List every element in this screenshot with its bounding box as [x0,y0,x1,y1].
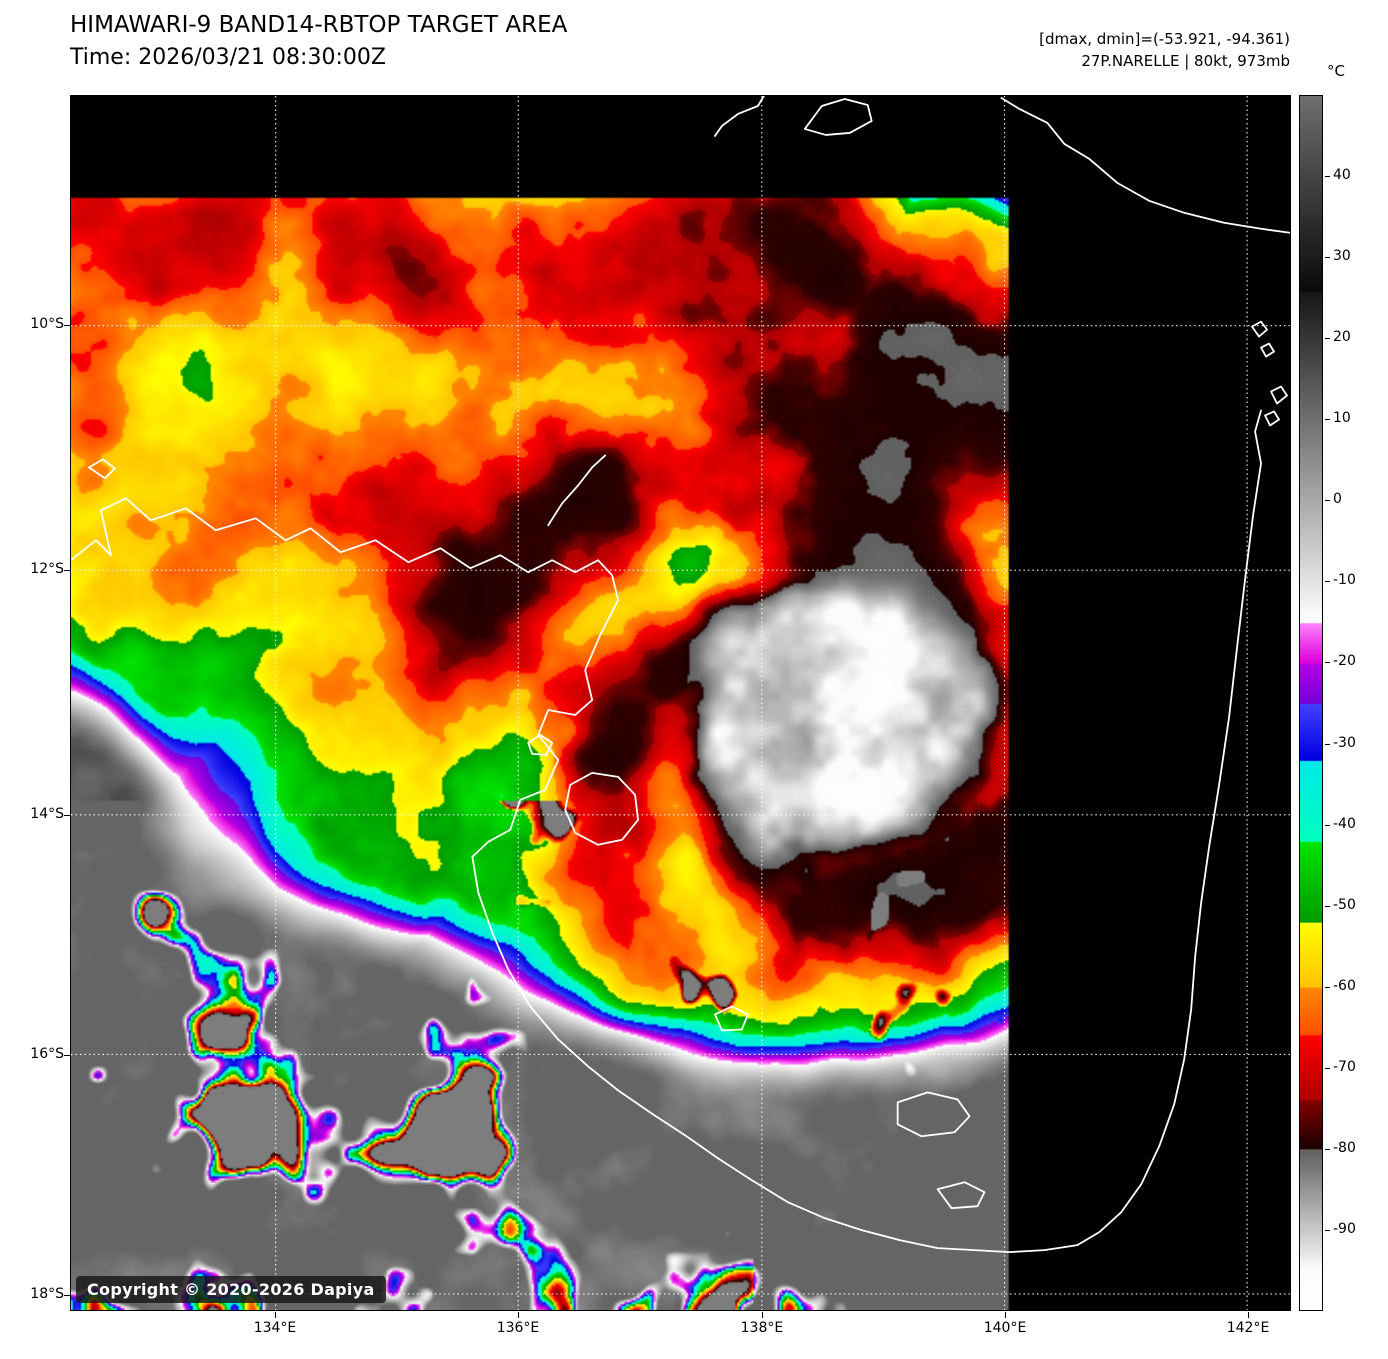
coastline [803,98,873,136]
colorbar-tick-mark [1325,986,1330,988]
timestamp-label: Time: 2026/03/21 08:30:00Z [70,45,386,70]
lat-axis-tick [64,814,70,816]
colorbar-tick-label: 40 [1333,167,1351,184]
lat-axis-tick [64,1294,70,1296]
lon-tick-label: 134°E [253,1320,297,1336]
storm-info-readout: 27P.NARELLE | 80kt, 973mb [1081,52,1290,70]
lon-tick-label: 142°E [1226,1320,1270,1336]
lat-axis-tick [64,569,70,571]
colorbar-tick-label: -20 [1333,653,1356,670]
colorbar-tick-mark [1325,257,1330,259]
colorbar-gradient-canvas [1300,96,1322,1310]
copyright-badge: Copyright © 2020-2026 Dapiya [76,1276,386,1303]
lon-axis-tick [1005,1312,1007,1318]
coastline [71,409,1262,1253]
colorbar-tick-label: 0 [1333,491,1342,508]
colorbar-tick-label: -60 [1333,977,1356,994]
coastline [564,771,639,846]
coastline [1251,320,1268,338]
coastline [714,1005,749,1032]
satellite-map-panel: Copyright © 2020-2026 Dapiya [70,95,1291,1311]
colorbar-tick-mark [1325,743,1330,745]
colorbar-tick-label: 10 [1333,410,1351,427]
colorbar-tick-label: 30 [1333,248,1351,265]
colorbar-tick-mark [1325,581,1330,583]
coastline [1270,385,1288,405]
lon-axis-tick [517,1312,519,1318]
lat-tick-label: 18°S [30,1285,64,1302]
coastline [896,1091,971,1138]
colorbar-tick-label: -50 [1333,896,1356,913]
colorbar-tick-label: 20 [1333,329,1351,346]
map-overlay-grid-coastlines [71,96,1290,1310]
coastline [527,734,554,756]
header-readouts: [dmax, dmin]=(-53.921, -94.361) 27P.NARE… [1039,28,1290,72]
lon-axis-tick [761,1312,763,1318]
coastline [1264,410,1280,427]
colorbar-tick-label: -70 [1333,1058,1356,1075]
colorbar-tick-mark [1325,662,1330,664]
colorbar-tick-label: -80 [1333,1139,1356,1156]
colorbar [1299,95,1323,1311]
satellite-imagery-canvas [71,96,1290,1310]
lon-tick-label: 136°E [496,1320,540,1336]
colorbar-tick-mark [1325,1229,1330,1231]
lat-tick-label: 16°S [30,1046,64,1063]
colorbar-tick-label: -30 [1333,734,1356,751]
lon-axis-tick [1248,1312,1250,1318]
colorbar-tick-mark [1325,824,1330,826]
colorbar-tick-mark [1325,338,1330,340]
coastline [1260,342,1275,358]
lon-axis-tick [275,1312,276,1318]
lon-tick-label: 140°E [983,1320,1027,1336]
colorbar-tick-mark [1325,1067,1330,1069]
coastline [936,1181,986,1210]
coastline [547,454,607,527]
lat-axis-tick [64,325,70,327]
colorbar-tick-label: -40 [1333,815,1356,832]
page-title: HIMAWARI-9 BAND14-RBTOP TARGET AREA [70,12,568,38]
coastline [88,458,116,480]
lon-tick-label: 138°E [740,1320,784,1336]
colorbar-unit-label: °C [1327,62,1345,80]
coastline [714,96,765,137]
lat-tick-label: 14°S [30,805,64,822]
colorbar-tick-mark [1325,1148,1330,1150]
colorbar-tick-label: -90 [1333,1220,1356,1237]
colorbar-tick-mark [1325,905,1330,907]
colorbar-tick-label: -10 [1333,572,1356,589]
colorbar-tick-mark [1325,419,1330,421]
coastline [1000,97,1290,234]
dmax-dmin-readout: [dmax, dmin]=(-53.921, -94.361) [1039,30,1290,48]
colorbar-tick-mark [1325,500,1330,502]
colorbar-tick-mark [1325,176,1330,178]
lat-tick-label: 10°S [30,316,64,333]
lat-axis-tick [64,1055,70,1057]
lat-tick-label: 12°S [30,560,64,577]
